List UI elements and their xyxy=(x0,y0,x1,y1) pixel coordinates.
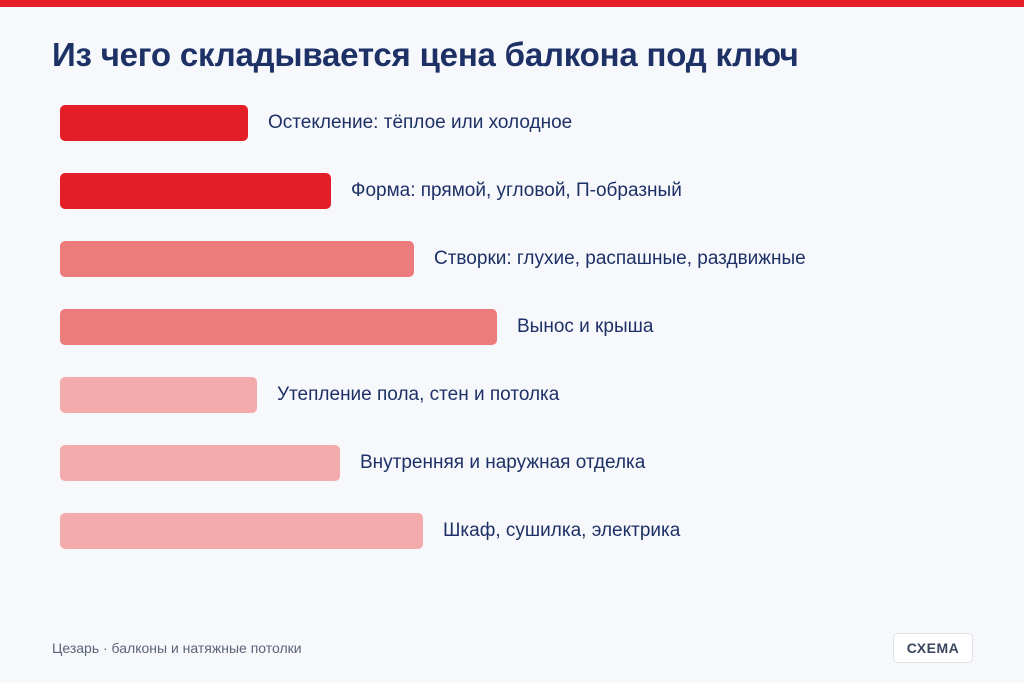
factor-bar-extension-roof xyxy=(60,309,497,345)
factor-bar-insulation xyxy=(60,377,257,413)
factor-row-extras: Шкаф, сушилка, электрика xyxy=(60,513,680,549)
factor-bar-shape xyxy=(60,173,331,209)
factor-bar-extras xyxy=(60,513,423,549)
factor-row-shape: Форма: прямой, угловой, П-образный xyxy=(60,173,682,209)
factor-label-extras: Шкаф, сушилка, электрика xyxy=(443,520,681,541)
factor-label-extension-roof: Вынос и крыша xyxy=(517,316,654,337)
factor-label-finishing: Внутренняя и наружная отделка xyxy=(360,452,646,473)
factor-bar-finishing xyxy=(60,445,340,481)
factor-row-glazing: Остекление: тёплое или холодное xyxy=(60,105,572,141)
top-accent-stripe xyxy=(0,0,1024,7)
factor-label-insulation: Утепление пола, стен и потолка xyxy=(277,384,560,405)
factor-label-shape: Форма: прямой, угловой, П-образный xyxy=(351,180,682,201)
factor-label-sashes: Створки: глухие, распашные, раздвижные xyxy=(434,248,806,269)
footer-brand: Цезарь · балконы и натяжные потолки xyxy=(52,640,302,656)
scheme-badge: СХЕМА xyxy=(893,633,973,663)
factor-row-extension-roof: Вынос и крыша xyxy=(60,309,653,345)
factor-bar-sashes xyxy=(60,241,414,277)
factor-bar-glazing xyxy=(60,105,248,141)
factor-row-sashes: Створки: глухие, распашные, раздвижные xyxy=(60,241,806,277)
factor-row-insulation: Утепление пола, стен и потолка xyxy=(60,377,559,413)
factor-row-finishing: Внутренняя и наружная отделка xyxy=(60,445,645,481)
page-title: Из чего складывается цена балкона под кл… xyxy=(52,36,799,73)
factor-label-glazing: Остекление: тёплое или холодное xyxy=(268,112,573,133)
